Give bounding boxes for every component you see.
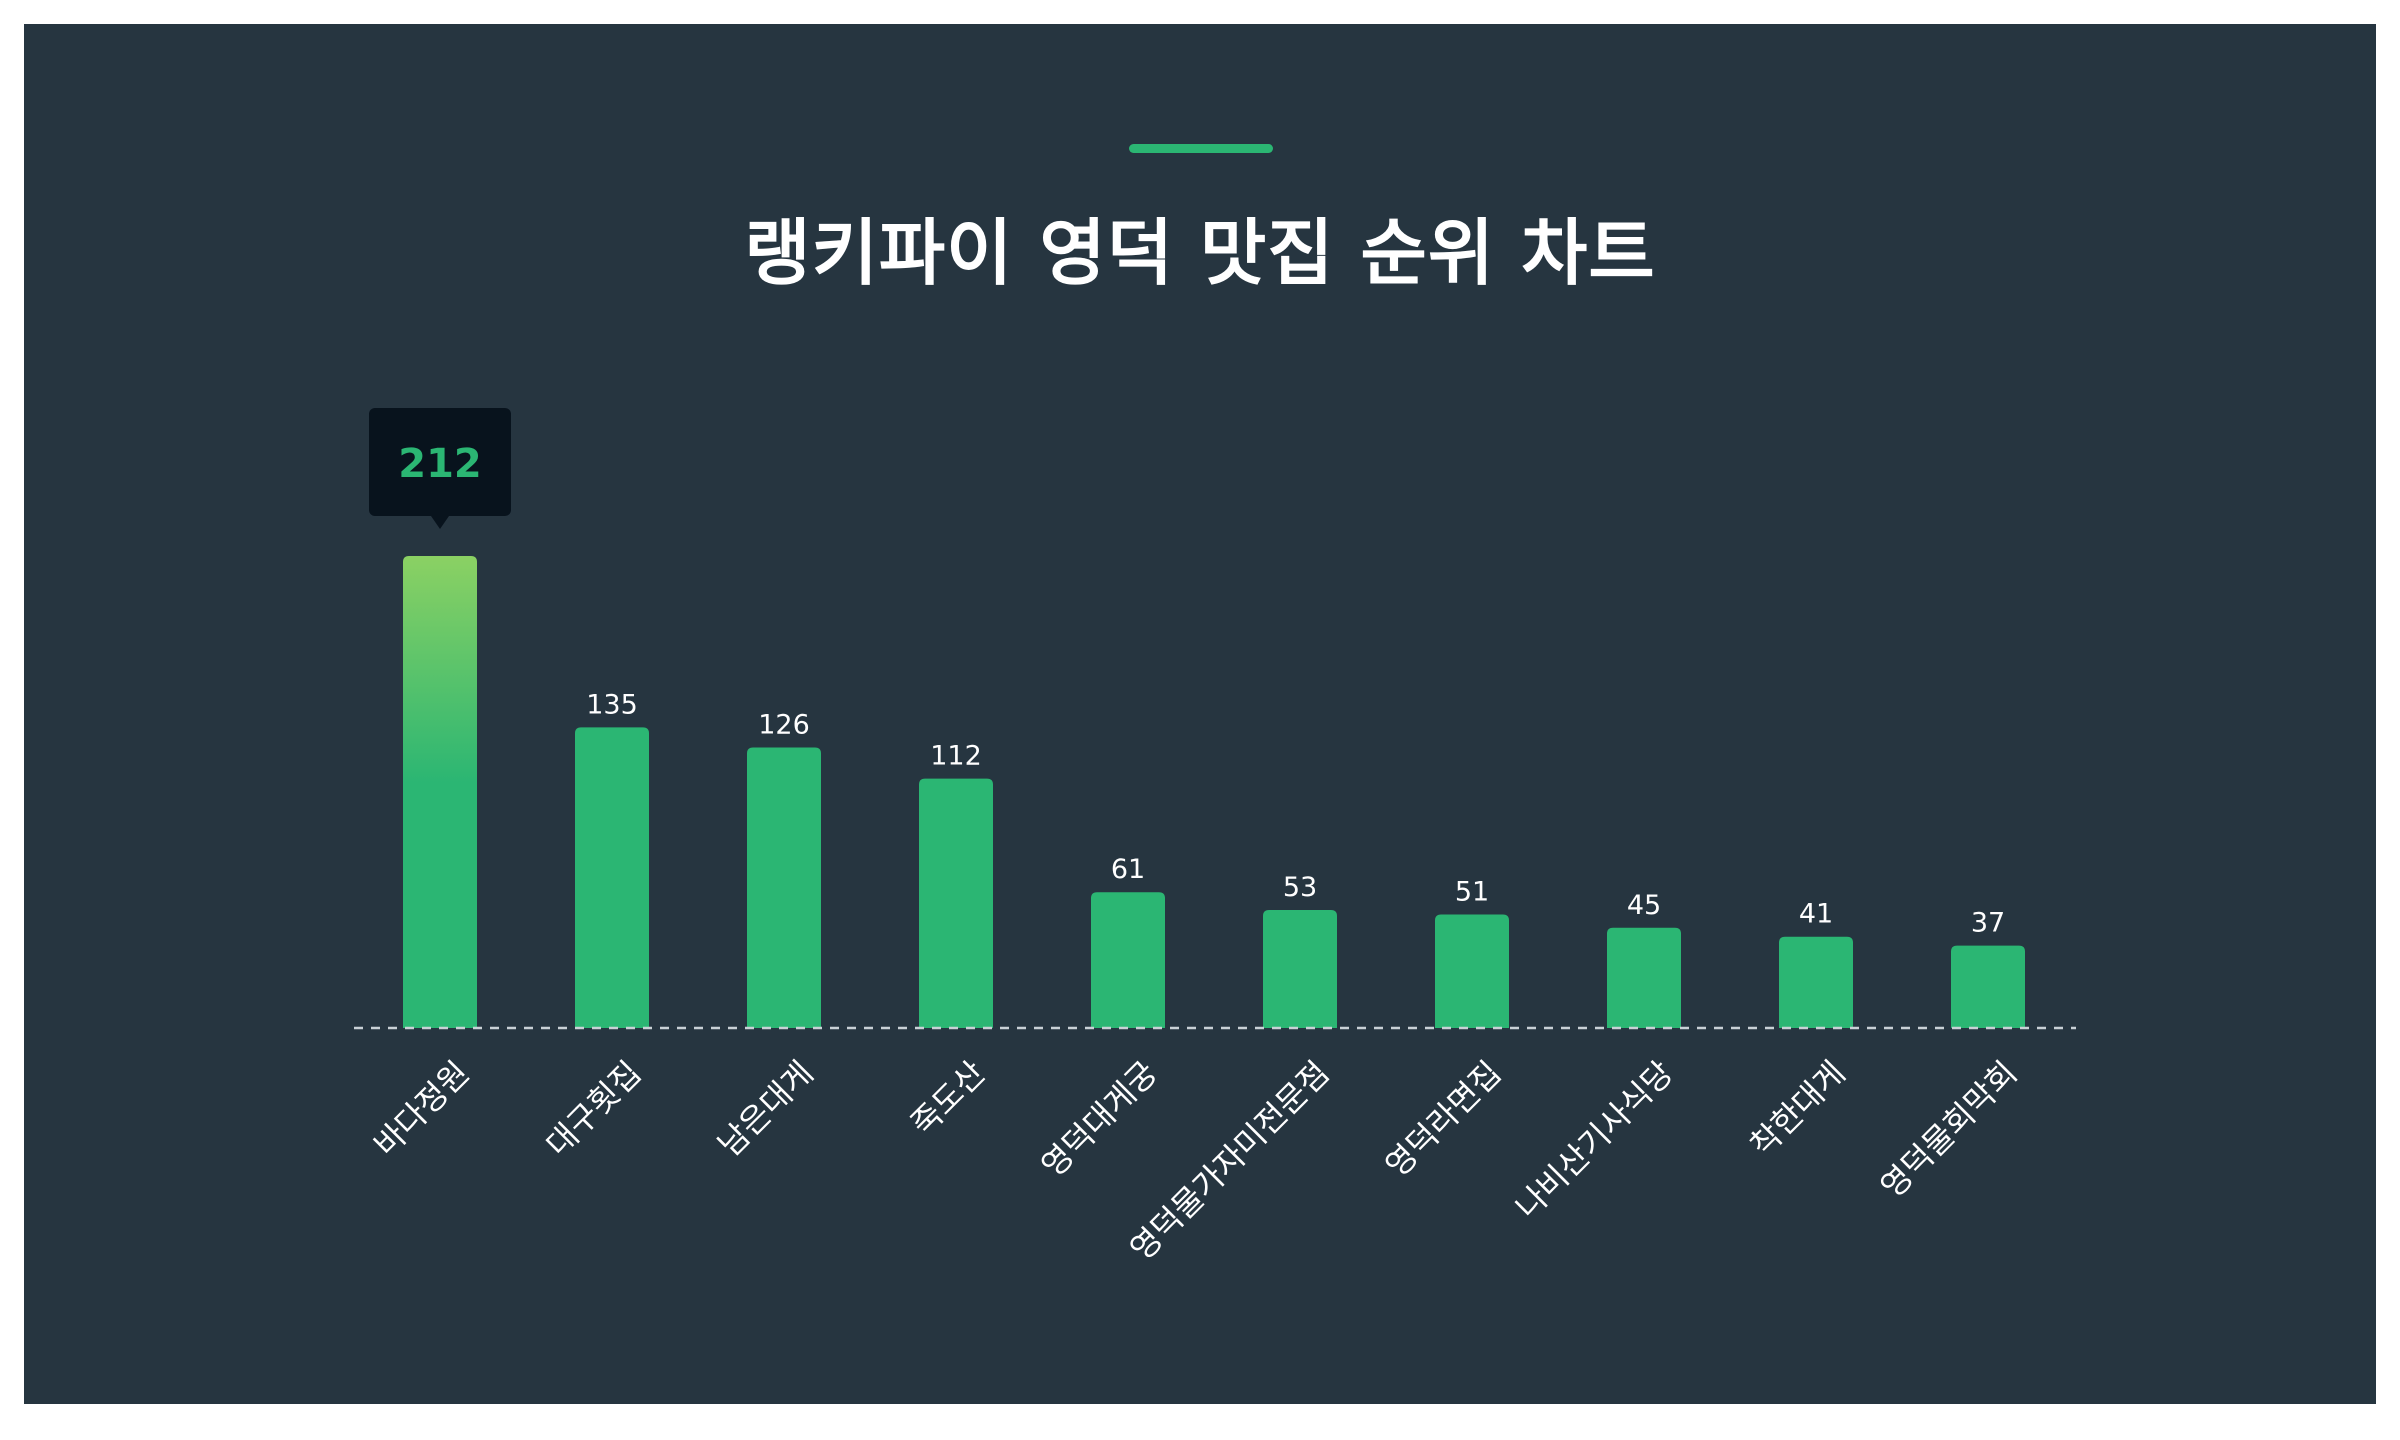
tooltip-pointer [431,516,449,529]
tooltip-value: 212 [398,441,482,487]
bar-7 [1607,927,1681,1028]
value-label-5: 53 [1283,872,1317,903]
value-label-6: 51 [1455,876,1489,907]
category-label-6: 영덕라면집 [1378,1054,1509,1185]
bar-2 [747,747,821,1028]
bar-4 [1091,892,1165,1028]
value-label-9: 37 [1971,908,2005,939]
bar-chart: 212바다정원135대구횟집126남은대게112죽도산61영덕대게궁53영덕물가… [354,408,2076,1268]
value-label-3: 112 [930,741,982,772]
title-accent-line [1129,144,1273,153]
value-label-1: 135 [586,689,638,720]
bar-1 [575,727,649,1028]
chart-title: 랭키파이 영덕 맛집 순위 차트 [744,211,1656,295]
category-label-8: 착한대게 [1742,1054,1852,1164]
category-label-9: 영덕물회막회 [1873,1054,2025,1206]
tooltip-box [369,408,511,516]
bar-9 [1951,945,2025,1028]
value-label-8: 41 [1799,899,1833,930]
value-label-2: 126 [758,709,810,740]
value-label-4: 61 [1111,854,1145,885]
value-label-7: 45 [1627,890,1661,921]
chart-panel: 랭키파이 영덕 맛집 순위 차트 212 바다정원 135 대구횟집 126 남은대게 11… [24,24,2376,1404]
category-label-1: 대구횟집 [538,1054,648,1164]
category-label-4: 영덕대게궁 [1034,1054,1165,1185]
bar-5 [1263,910,1337,1028]
value-tooltip: 212 [369,408,511,529]
bar-8 [1779,936,1853,1028]
bar-6 [1435,914,1509,1028]
bar-0 [403,556,477,1028]
category-label-2: 남은대게 [710,1054,820,1164]
category-label-7: 나비산기사식당 [1508,1054,1681,1227]
category-label-0: 바다정원 [366,1054,476,1164]
category-label-3: 죽도산 [903,1054,992,1143]
bar-3 [919,778,993,1028]
